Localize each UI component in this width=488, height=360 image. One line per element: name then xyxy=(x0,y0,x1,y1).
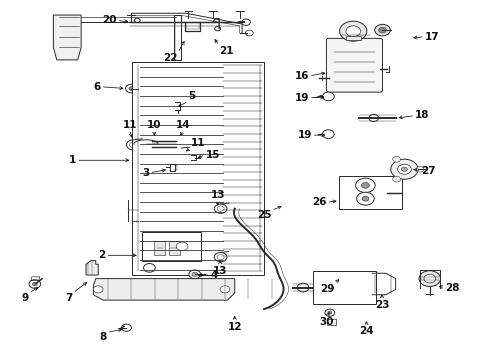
Polygon shape xyxy=(93,279,234,300)
Circle shape xyxy=(188,270,200,279)
Text: 18: 18 xyxy=(414,111,429,121)
Circle shape xyxy=(392,157,400,162)
Text: 6: 6 xyxy=(93,82,101,92)
Circle shape xyxy=(174,138,180,143)
Text: 20: 20 xyxy=(102,15,117,26)
Text: 2: 2 xyxy=(98,250,105,260)
Text: 13: 13 xyxy=(212,266,227,276)
Circle shape xyxy=(390,159,417,179)
Text: 23: 23 xyxy=(374,300,388,310)
Text: 7: 7 xyxy=(65,293,73,303)
Polygon shape xyxy=(86,261,98,275)
Circle shape xyxy=(125,84,137,93)
Circle shape xyxy=(177,150,184,156)
Circle shape xyxy=(322,130,333,138)
Circle shape xyxy=(392,176,400,182)
Circle shape xyxy=(297,283,308,292)
Text: 21: 21 xyxy=(219,45,233,55)
Circle shape xyxy=(374,24,389,36)
Circle shape xyxy=(32,282,37,286)
Text: 9: 9 xyxy=(22,293,29,303)
Circle shape xyxy=(129,87,134,90)
Circle shape xyxy=(355,178,374,193)
Text: 14: 14 xyxy=(176,120,190,130)
Circle shape xyxy=(241,19,250,26)
Circle shape xyxy=(339,21,366,41)
Circle shape xyxy=(126,140,140,150)
Text: 19: 19 xyxy=(297,130,311,140)
Text: 8: 8 xyxy=(100,332,107,342)
Circle shape xyxy=(129,142,137,148)
Circle shape xyxy=(397,164,410,174)
Text: 25: 25 xyxy=(256,211,271,220)
Circle shape xyxy=(361,183,368,188)
Text: 26: 26 xyxy=(311,197,326,207)
Circle shape xyxy=(217,255,224,260)
Circle shape xyxy=(220,286,229,293)
Circle shape xyxy=(423,274,435,283)
Circle shape xyxy=(245,30,253,36)
Circle shape xyxy=(325,309,334,316)
Circle shape xyxy=(214,204,226,213)
Text: 16: 16 xyxy=(294,71,308,81)
Circle shape xyxy=(415,166,423,172)
Circle shape xyxy=(174,148,187,158)
FancyBboxPatch shape xyxy=(326,39,382,92)
Circle shape xyxy=(176,242,187,251)
Bar xyxy=(132,62,264,275)
Bar xyxy=(168,241,179,255)
Circle shape xyxy=(378,27,386,33)
Circle shape xyxy=(134,18,140,23)
Circle shape xyxy=(217,206,224,211)
Circle shape xyxy=(29,280,41,288)
Text: 3: 3 xyxy=(142,168,149,178)
Circle shape xyxy=(214,252,226,262)
Circle shape xyxy=(322,92,333,101)
Circle shape xyxy=(170,135,183,145)
Text: 15: 15 xyxy=(205,150,220,160)
Circle shape xyxy=(356,192,373,205)
Bar xyxy=(345,36,360,40)
Bar xyxy=(142,232,200,261)
Text: 12: 12 xyxy=(227,321,242,332)
Bar xyxy=(312,271,375,304)
Circle shape xyxy=(214,27,220,31)
Text: 19: 19 xyxy=(294,93,308,103)
Polygon shape xyxy=(53,15,81,60)
Text: 17: 17 xyxy=(424,32,439,41)
Bar xyxy=(154,241,164,255)
Text: 11: 11 xyxy=(190,138,205,148)
Text: 27: 27 xyxy=(420,166,435,176)
Circle shape xyxy=(418,271,440,287)
Circle shape xyxy=(368,114,378,122)
Text: 29: 29 xyxy=(320,284,334,294)
Circle shape xyxy=(191,272,197,276)
Text: 11: 11 xyxy=(122,120,137,130)
Text: 4: 4 xyxy=(210,270,217,280)
Circle shape xyxy=(401,167,407,171)
Circle shape xyxy=(143,264,155,272)
Circle shape xyxy=(327,311,331,314)
Text: 13: 13 xyxy=(210,190,224,200)
Text: 22: 22 xyxy=(163,53,177,63)
Text: 10: 10 xyxy=(147,120,161,130)
Text: 24: 24 xyxy=(358,326,373,336)
Circle shape xyxy=(345,26,360,37)
Text: 5: 5 xyxy=(188,91,195,101)
Text: 30: 30 xyxy=(319,317,333,327)
Circle shape xyxy=(122,324,131,331)
Circle shape xyxy=(361,196,368,201)
Text: 28: 28 xyxy=(445,283,459,293)
Text: 1: 1 xyxy=(69,155,76,165)
Bar xyxy=(338,176,401,209)
Bar xyxy=(327,319,335,325)
Circle shape xyxy=(93,286,103,293)
